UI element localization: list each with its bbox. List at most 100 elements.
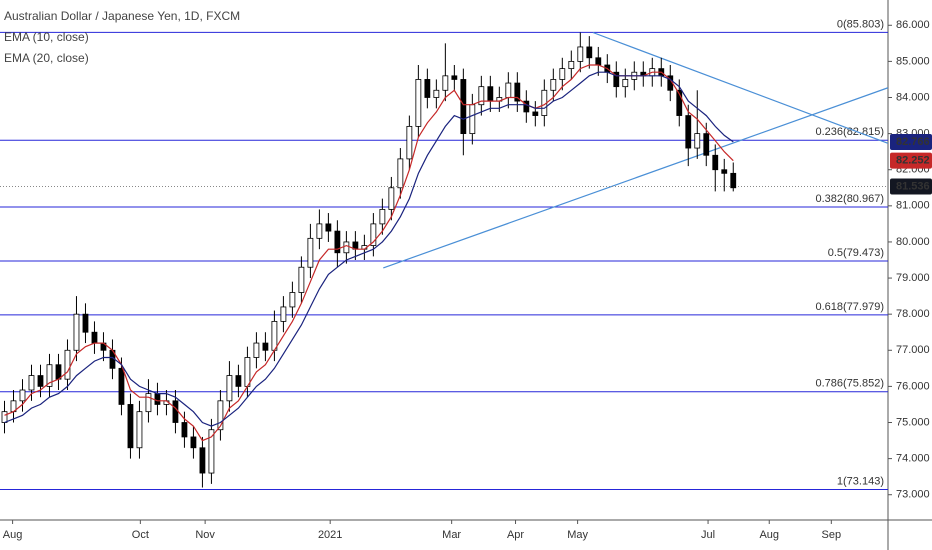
candle-body (433, 89, 440, 98)
x-tick-label: 2021 (318, 529, 342, 541)
fib-label: 0.382(80.967) (816, 193, 885, 205)
candle-body (28, 375, 35, 391)
y-tick-label: 80.000 (896, 236, 930, 248)
candle-body (451, 75, 458, 80)
candle-body (424, 79, 431, 98)
candle-body (676, 89, 683, 116)
candle-body (127, 404, 134, 449)
y-tick-label: 75.000 (896, 416, 930, 428)
price-label-box (890, 178, 932, 195)
x-tick-label: Mar (442, 529, 461, 541)
candle-body (190, 436, 197, 449)
candle-body (460, 79, 467, 135)
x-tick-label: Sep (822, 529, 842, 541)
ema-line (4, 71, 734, 427)
candle-body (307, 237, 314, 268)
candle-body (19, 389, 26, 402)
candle-body (577, 46, 584, 62)
candle-body (235, 375, 242, 387)
price-label: 81.536 (896, 180, 930, 192)
candle-body (505, 82, 512, 98)
x-tick-label: Apr (507, 529, 524, 541)
candle-body (271, 320, 278, 351)
candle-body (523, 100, 530, 113)
candle-body (595, 57, 602, 66)
x-tick-label: Aug (3, 529, 23, 541)
candle-body (397, 158, 404, 189)
candle-body (64, 349, 71, 380)
candle-body (154, 393, 161, 405)
fib-label: 0.786(75.852) (816, 378, 885, 390)
chart-title: Australian Dollar / Japanese Yen, 1D, FX… (4, 9, 240, 23)
x-tick-label: Nov (195, 529, 215, 541)
fib-label: 1(73.143) (837, 475, 884, 487)
candle-body (199, 447, 206, 474)
x-tick-label: Jul (701, 529, 715, 541)
candle-body (181, 422, 188, 438)
candle-body (37, 375, 44, 387)
ema-line (4, 64, 734, 442)
candle-body (244, 357, 251, 387)
candle-body (532, 111, 539, 116)
candle-body (226, 375, 233, 402)
price-label: 82.766 (896, 136, 930, 148)
candle-body (406, 125, 413, 160)
candle-body (208, 429, 215, 474)
candle-body (514, 82, 521, 102)
indicator-legend: EMA (10, close) (4, 30, 89, 44)
candle-body (730, 172, 737, 189)
candle-body (73, 313, 80, 351)
x-tick-label: Aug (759, 529, 779, 541)
y-tick-label: 85.000 (896, 55, 930, 67)
trendline (592, 31, 889, 144)
candle-body (316, 223, 323, 239)
fib-label: 0(85.803) (837, 18, 884, 30)
price-label: 82.252 (896, 155, 930, 167)
candle-body (253, 342, 260, 358)
candle-body (289, 292, 296, 308)
candle-body (370, 223, 377, 246)
price-label-box (890, 134, 932, 151)
candle-body (118, 367, 125, 405)
candle-body (586, 46, 593, 59)
y-tick-label: 84.000 (896, 91, 930, 103)
x-tick-label: May (567, 529, 588, 541)
y-tick-label: 74.000 (896, 453, 930, 465)
candle-body (703, 133, 710, 156)
candle-body (280, 306, 287, 322)
candle-body (613, 71, 620, 88)
trendline (383, 87, 889, 269)
candle-body (469, 104, 476, 135)
y-tick-label: 76.000 (896, 380, 930, 392)
candle-body (298, 266, 305, 293)
candle-body (262, 342, 269, 351)
candle-body (91, 331, 98, 344)
candle-body (334, 230, 341, 254)
fib-label: 0.5(79.473) (828, 247, 884, 259)
candle-body (388, 187, 395, 210)
y-tick-label: 86.000 (896, 19, 930, 31)
candle-body (478, 86, 485, 106)
candle-body (1, 411, 8, 423)
candle-body (415, 79, 422, 127)
candle-body (685, 115, 692, 149)
candle-body (82, 313, 89, 333)
candle-body (136, 411, 143, 449)
candle-body (172, 400, 179, 423)
candle-body (55, 364, 62, 380)
candle-body (145, 393, 152, 413)
candle-body (46, 364, 53, 387)
x-tick-label: Oct (132, 529, 149, 541)
candle-body (217, 400, 224, 431)
y-tick-label: 73.000 (896, 489, 930, 501)
fib-label: 0.618(77.979) (816, 301, 885, 313)
candle-body (487, 86, 494, 102)
candle-body (712, 154, 719, 171)
candle-body (721, 169, 728, 174)
candle-body (379, 209, 386, 225)
candle-body (325, 223, 332, 232)
indicator-legend: EMA (20, close) (4, 51, 89, 65)
candle-body (442, 75, 449, 91)
price-label-box (890, 152, 932, 169)
